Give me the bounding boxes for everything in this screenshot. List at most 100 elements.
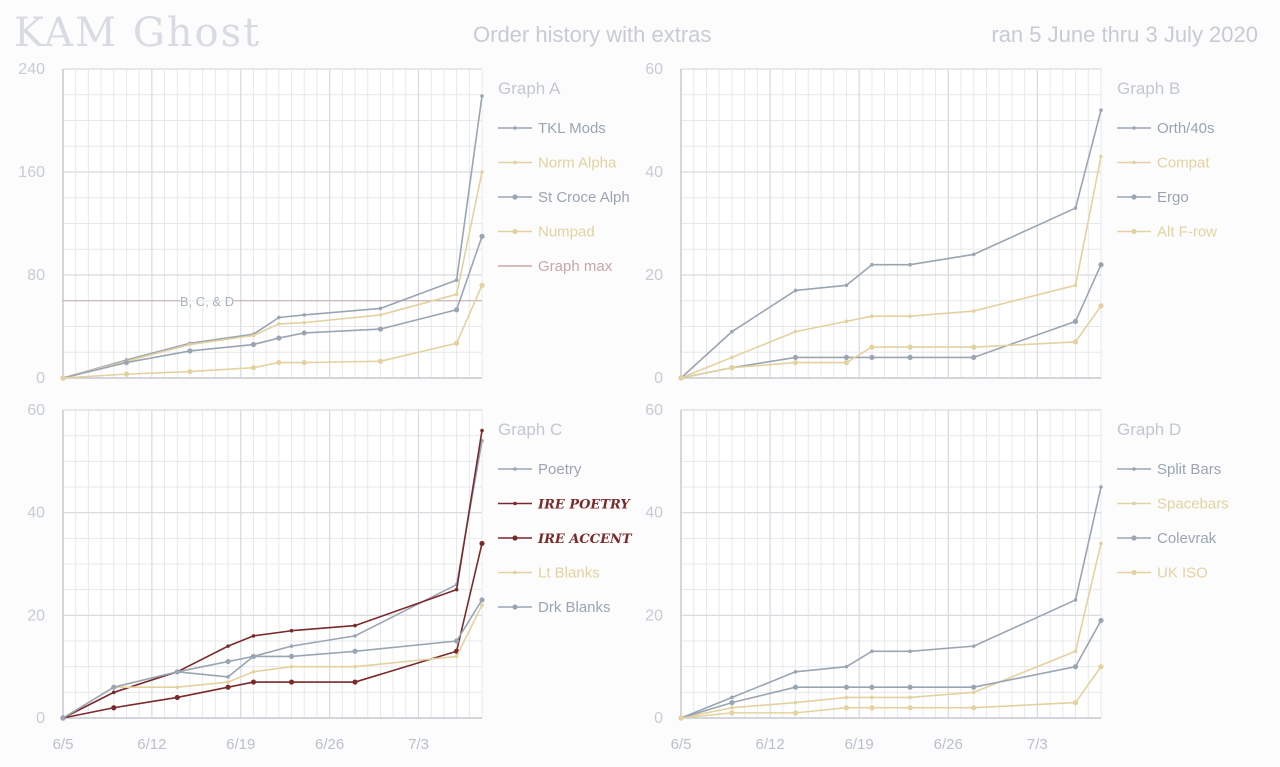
graph-c-y-tick-label: 20 — [27, 607, 45, 624]
graph-a-legend-marker — [513, 160, 517, 165]
graph-b-y-tick-label: 20 — [645, 267, 663, 284]
graph-d-data-point — [971, 705, 977, 711]
graph-c-legend-marker — [512, 535, 518, 541]
graph-a-legend-item: Norm Alpha — [498, 155, 617, 172]
graph-c-x-tick-label: 6/12 — [137, 736, 166, 753]
graph-b-data-point — [971, 344, 977, 350]
graph-a-series-2 — [60, 233, 485, 381]
graph-d-data-point — [1072, 700, 1079, 706]
graph-b-y-tick-label: 60 — [645, 61, 663, 78]
graph-c-data-point — [174, 694, 180, 701]
graph-d-x-tick-label: 6/26 — [934, 736, 963, 753]
graph-d-series-2 — [678, 617, 1104, 721]
graph-c-data-point — [454, 638, 460, 644]
brand-logo: KAM Ghost — [14, 10, 262, 56]
graph-b-legend-label: Ergo — [1157, 189, 1189, 206]
graph-c-legend-item: Lt Blanks — [498, 565, 600, 582]
graph-b-series-2 — [678, 262, 1104, 381]
graph-b-data-point — [1099, 154, 1103, 159]
graph-d-data-point — [1073, 598, 1078, 602]
graph-a-data-point — [123, 371, 130, 377]
graph-b-data-point — [843, 354, 850, 360]
graph-a-data-point — [454, 292, 459, 297]
graph-d-data-point — [792, 684, 799, 690]
graph-d-y-tick-label: 60 — [645, 402, 663, 419]
graph-c-data-point — [225, 658, 231, 665]
graph-b-data-point — [869, 354, 875, 360]
graph-c-data-point — [60, 715, 66, 721]
graph-c-data-point — [353, 634, 357, 638]
graph-a-y-tick-label: 80 — [27, 267, 45, 284]
graph-c-data-point — [288, 679, 295, 685]
graph-c-legend-item: Poetry — [498, 461, 582, 478]
graph-c-data-point — [352, 679, 358, 685]
graph-c-y-tick-label: 60 — [27, 402, 45, 419]
graph-d-y-tick-label: 40 — [645, 505, 663, 522]
graph-d-data-point — [1098, 617, 1104, 624]
graph-c-data-point — [352, 648, 358, 654]
graph-a-title: Graph A — [498, 79, 561, 98]
graph-d-data-point — [1099, 485, 1103, 489]
graph-b-data-point — [971, 354, 977, 360]
graph-b-data-point — [1072, 318, 1079, 324]
graph-a-y-tick-label: 240 — [18, 61, 45, 78]
graph-d-data-point — [792, 710, 799, 716]
graph-a-data-point — [378, 306, 383, 311]
graph-c-data-point — [353, 664, 357, 669]
graph-a-legend-label: Numpad — [538, 224, 595, 241]
graph-c-data-point — [250, 679, 257, 685]
graph-a-data-point — [188, 342, 192, 347]
graph-b-series-3 — [678, 303, 1104, 381]
graph-c-data-point — [353, 623, 357, 628]
graph-b-data-point — [792, 354, 799, 360]
graph-b-data-point — [1099, 108, 1103, 112]
graph-d-data-point — [869, 684, 875, 690]
graph-c-data-point — [288, 653, 295, 660]
graph-d-data-point — [971, 690, 976, 695]
graph-a-data-point — [377, 358, 384, 364]
graph-a-data-point — [377, 326, 384, 332]
graph-c-x-tick-label: 6/5 — [53, 736, 74, 753]
graph-c-legend-item: IRE ACCENT — [498, 532, 633, 547]
graph-c-data-point — [225, 684, 231, 690]
graph-a-data-point — [378, 313, 383, 317]
graph-a-data-point — [250, 341, 257, 348]
graph-a-data-point — [301, 359, 307, 366]
graph-d-y-tick-label: 20 — [645, 607, 663, 624]
graph-c-group: 0 20 40 60 6/5 6/12 6/19 6/26 7/3 Graph C Poetry IR… — [27, 402, 633, 753]
graph-c-legend-marker — [513, 570, 517, 575]
graph-b-data-point — [844, 283, 849, 288]
graph-c-data-point — [250, 653, 257, 660]
graph-c-data-point — [251, 634, 256, 638]
graph-d-legend-label: UK ISO — [1157, 565, 1208, 582]
graph-d-data-point — [1073, 649, 1078, 654]
graph-c-legend-marker — [513, 467, 517, 471]
graph-a-legend-label: Graph max — [538, 258, 613, 275]
graph-d-data-point — [793, 670, 798, 674]
graph-d-group: 0 20 40 60 6/5 6/12 6/19 6/26 7/3 Graph D Split Ba… — [645, 402, 1229, 753]
graph-b-data-point — [792, 359, 799, 366]
graph-c-legend-label: Lt Blanks — [538, 565, 600, 582]
graph-c-x-tick-label: 6/26 — [315, 736, 344, 753]
graph-d-x-tick-label: 6/19 — [845, 736, 874, 753]
graph-d-legend-item: UK ISO — [1117, 565, 1208, 582]
graph-b-data-point — [843, 359, 850, 366]
graph-b-data-point — [1072, 339, 1079, 345]
graph-d-data-point — [729, 700, 735, 706]
graph-b-series-0 — [679, 108, 1103, 380]
graph-a-data-point — [454, 278, 459, 282]
graph-d-y-tick-label: 0 — [654, 710, 663, 727]
graph-b-legend-item: Orth/40s — [1117, 120, 1215, 137]
graph-a-data-point — [302, 320, 307, 325]
graph-d-legend-label: Colevrak — [1157, 530, 1217, 547]
graph-b-legend-item: Compat — [1117, 155, 1210, 172]
graph-b-data-point — [1073, 206, 1078, 210]
graph-c-legend-marker — [513, 501, 517, 506]
graph-d-x-tick-label: 6/5 — [671, 736, 692, 753]
graph-a-data-point — [479, 233, 485, 239]
graph-c-data-point — [480, 428, 484, 433]
graph-b-data-point — [971, 252, 976, 257]
graph-d-data-point — [729, 710, 735, 716]
graph-d-data-point — [678, 715, 684, 721]
